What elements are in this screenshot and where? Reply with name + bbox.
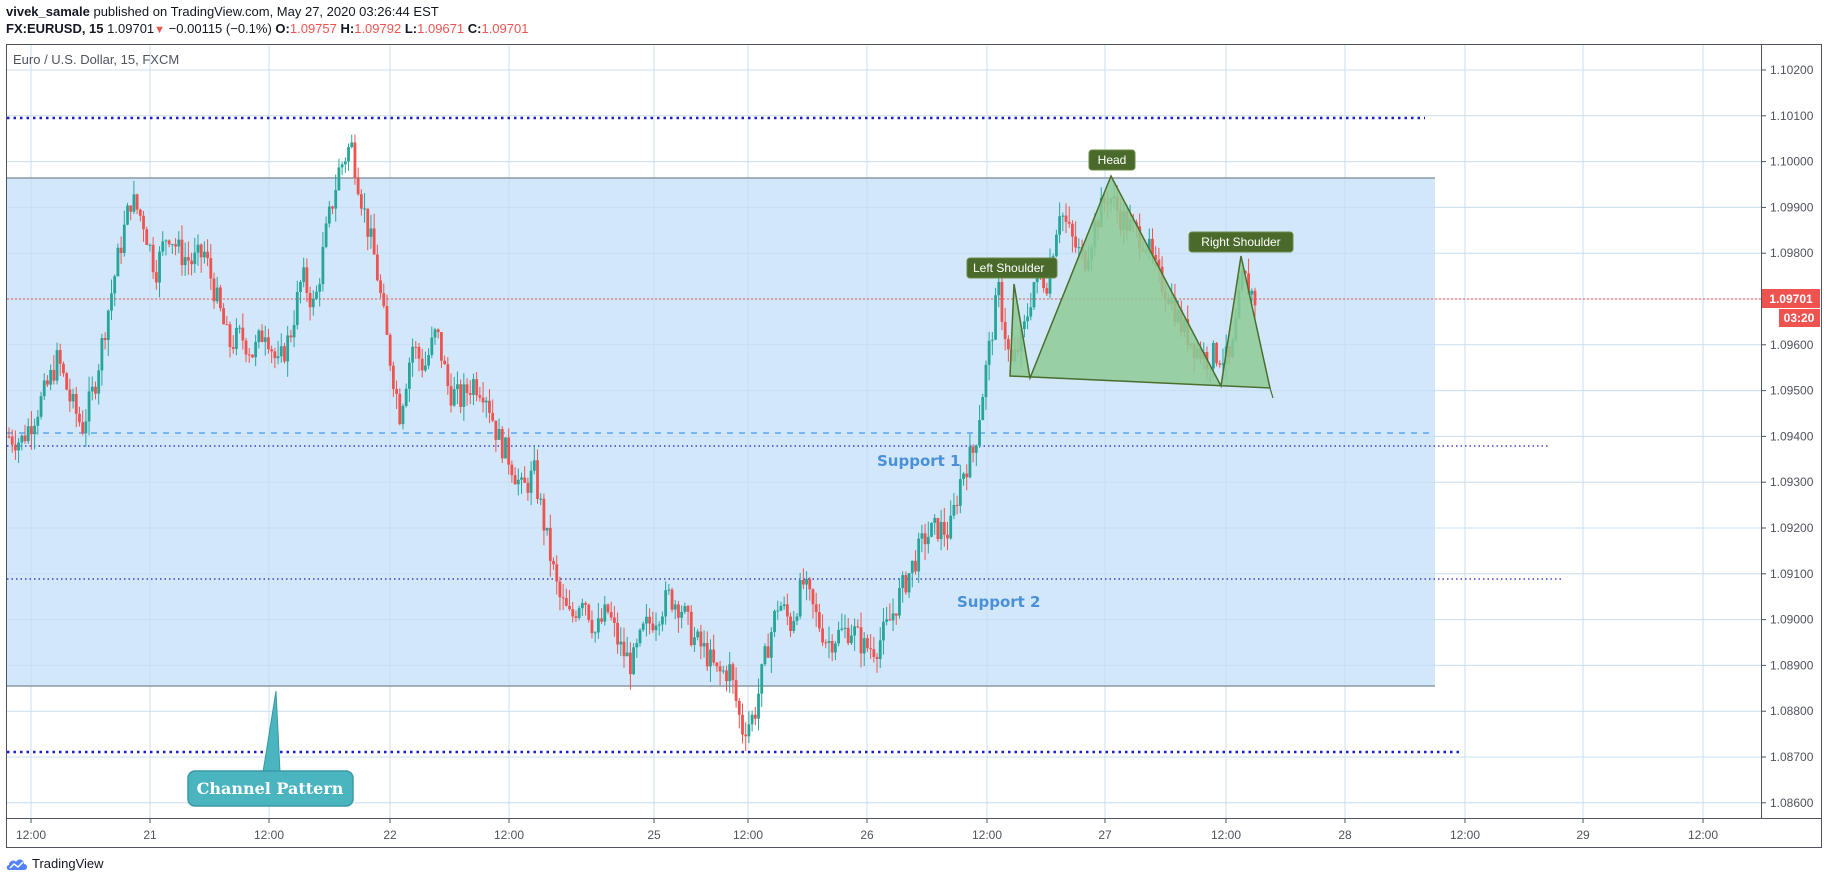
brand-text: TradingView — [32, 856, 104, 871]
last-price: 1.09701 — [107, 21, 155, 36]
channel-pattern-callout[interactable]: Channel Pattern — [187, 690, 354, 807]
price-tick-label: 1.08700 — [1770, 750, 1814, 764]
time-tick-label: 12:00 — [972, 828, 1002, 842]
chart-frame — [6, 44, 1822, 848]
high-value: 1.09792 — [354, 21, 402, 36]
author-name[interactable]: vivek_samale — [6, 4, 90, 19]
price-change: −0.00115 (−0.1%) — [168, 21, 272, 36]
open-label: O: — [275, 21, 290, 36]
price-tick-label: 1.09300 — [1770, 475, 1814, 489]
support-1-label[interactable]: Support 1 — [877, 452, 961, 470]
price-tick-label: 1.09100 — [1770, 567, 1814, 581]
chart-title: Euro / U.S. Dollar, 15, FXCM — [13, 52, 179, 67]
channel-pattern-text: Channel Pattern — [197, 779, 344, 798]
current-price-badge: 1.09701 03:20 — [1762, 289, 1820, 327]
time-tick-label: 25 — [647, 828, 661, 842]
open-value: 1.09757 — [289, 21, 337, 36]
high-label: H: — [340, 21, 355, 36]
low-label: L: — [404, 21, 418, 36]
time-tick-label: 28 — [1338, 828, 1352, 842]
price-tick-label: 1.10200 — [1770, 63, 1814, 77]
price-tick-label: 1.08600 — [1770, 796, 1814, 810]
price-tick-label: 1.09600 — [1770, 338, 1814, 352]
footer-brand[interactable]: TradingView — [6, 856, 104, 871]
published-text: published on TradingView.com, May 27, 20… — [89, 4, 439, 19]
head-label-text: Head — [1098, 153, 1127, 167]
publish-info: vivek_samale published on TradingView.co… — [6, 4, 439, 20]
close-value: 1.09701 — [481, 21, 529, 36]
support-2-label[interactable]: Support 2 — [957, 593, 1041, 611]
head-and-shoulders-pattern[interactable] — [1009, 174, 1271, 389]
price-tick-label: 1.10000 — [1770, 155, 1814, 169]
tradingview-cloud-icon — [6, 859, 27, 870]
time-tick-label: 12:00 — [254, 828, 284, 842]
price-tick-label: 1.09500 — [1770, 384, 1814, 398]
time-tick-label: 12:00 — [733, 828, 763, 842]
price-tick-label: 1.08800 — [1770, 704, 1814, 718]
price-axis[interactable]: 1.10200 1.10100 1.10000 1.09900 1.09800 1.097… — [1761, 63, 1814, 810]
pattern-tail — [1269, 387, 1274, 399]
current-price-value: 1.09701 — [1769, 292, 1813, 306]
left-shoulder-text: Left Shoulder — [973, 261, 1044, 275]
time-tick-label: 29 — [1576, 828, 1590, 842]
candlesticks — [7, 134, 1257, 752]
head-label[interactable]: Head — [1088, 149, 1136, 171]
price-tick-label: 1.09900 — [1770, 200, 1814, 214]
time-tick-label: 21 — [143, 828, 157, 842]
time-tick-label: 12:00 — [1450, 828, 1480, 842]
down-arrow-icon: ▼ — [154, 24, 166, 36]
channel-rectangle[interactable] — [7, 178, 1435, 686]
symbol: FX:EURUSD, 15 — [6, 21, 104, 36]
price-tick-label: 1.09200 — [1770, 521, 1814, 535]
low-value: 1.09671 — [417, 21, 465, 36]
price-tick-label: 1.10100 — [1770, 109, 1814, 123]
close-label: C: — [467, 21, 482, 36]
symbol-info: FX:EURUSD, 15 1.09701▼ −0.00115 (−0.1%) … — [6, 21, 528, 38]
left-shoulder-label[interactable]: Left Shoulder — [966, 257, 1058, 279]
time-axis[interactable]: 12:00 21 12:00 22 12:00 25 12:00 26 12:00 27 12:00… — [16, 818, 1718, 842]
price-tick-label: 1.09800 — [1770, 246, 1814, 260]
time-tick-label: 12:00 — [1688, 828, 1718, 842]
time-tick-label: 12:00 — [16, 828, 46, 842]
price-tick-label: 1.09000 — [1770, 613, 1814, 627]
time-tick-label: 12:00 — [494, 828, 524, 842]
price-tick-label: 1.08900 — [1770, 658, 1814, 672]
time-tick-label: 26 — [860, 828, 874, 842]
right-shoulder-label[interactable]: Right Shoulder — [1188, 231, 1294, 253]
time-tick-label: 27 — [1098, 828, 1112, 842]
time-tick-label: 12:00 — [1211, 828, 1241, 842]
right-shoulder-text: Right Shoulder — [1201, 235, 1280, 249]
time-tick-label: 22 — [383, 828, 397, 842]
price-tick-label: 1.09400 — [1770, 429, 1814, 443]
bar-countdown: 03:20 — [1784, 311, 1815, 325]
